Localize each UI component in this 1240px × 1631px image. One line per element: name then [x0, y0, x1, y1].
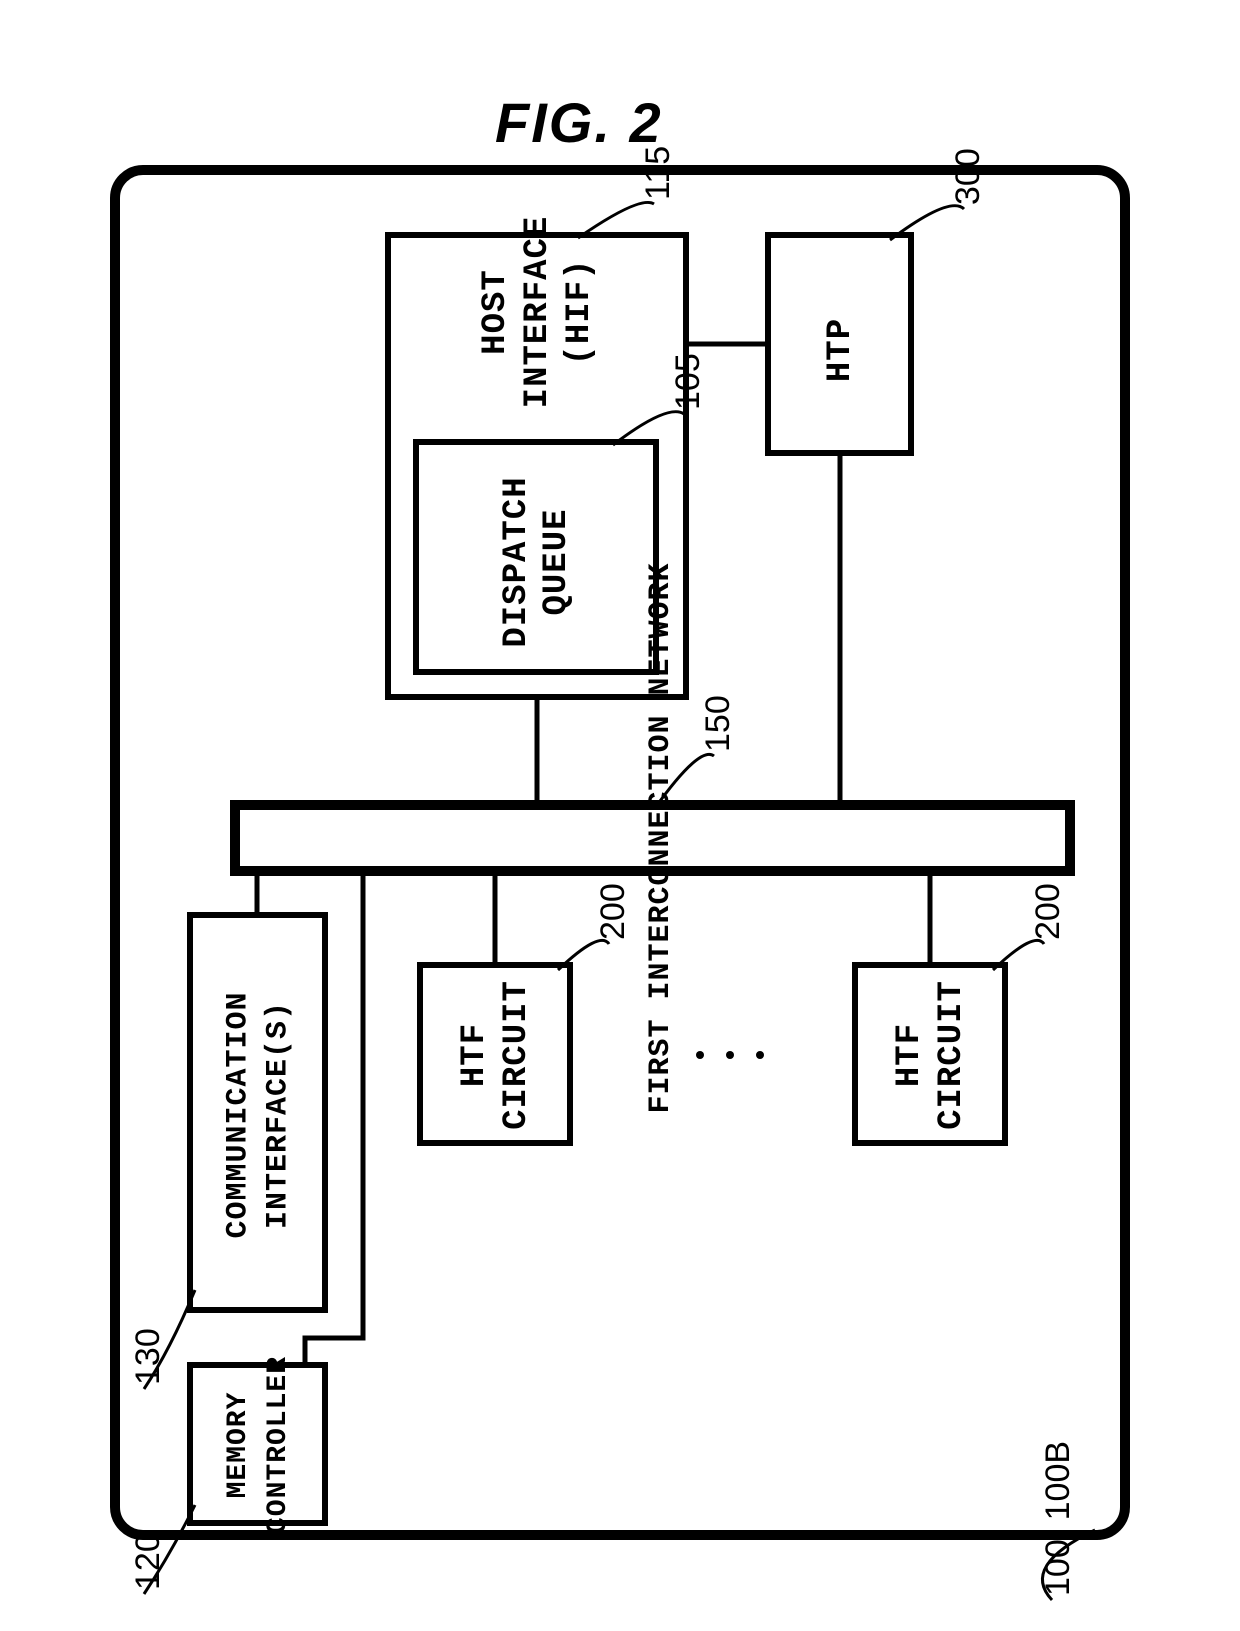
htf-circuit-label-1: CIRCUIT [498, 980, 536, 1130]
htf-circuit-refnum-1: 200 [594, 883, 632, 940]
htf-circuit-label-2: HTF [891, 1023, 929, 1087]
htf-circuit-label-1: HTF [456, 1023, 494, 1087]
dispatch-queue-label: QUEUE [538, 508, 576, 615]
mem-ctrl-label: MEMORY [223, 1392, 254, 1499]
hif-label: (HIF) [561, 258, 599, 365]
hif-refnum: 115 [639, 146, 677, 200]
htp-refnum: 300 [949, 148, 987, 205]
hif-label: HOST [477, 269, 515, 355]
ellipsis-dot [726, 1051, 734, 1059]
diagram-svg: HOSTINTERFACE(HIF) 115 DISPATCHQUEUE 105 HTP… [0, 0, 1240, 1631]
hif-label: INTERFACE [519, 216, 557, 409]
bus-label: FIRST INTERCONNECTION NETWORK [644, 562, 678, 1113]
dispatch-queue-refnum: 105 [669, 353, 707, 410]
mem-ctrl-refnum: 120 [129, 1533, 167, 1590]
comm-if-refnum: 130 [129, 1328, 167, 1385]
diagram-canvas: FIG. 2 HOSTINTERFACE(HIF)115DISPATCHQUEU… [0, 0, 1240, 1631]
comm-if-label: INTERFACE(S) [261, 1001, 295, 1229]
dispatch-queue-label: DISPATCH [498, 476, 536, 647]
ellipsis-dot [756, 1051, 764, 1059]
htf-circuit-label-2: CIRCUIT [933, 980, 971, 1130]
bus-refnum: 150 [699, 695, 737, 752]
outer-refnum: 100, 100B [1039, 1441, 1077, 1596]
comm-if-label: COMMUNICATION [221, 991, 255, 1238]
ellipsis-dot [696, 1051, 704, 1059]
mem-ctrl-label: CONTROLLER [263, 1356, 294, 1534]
htf-circuit-refnum-2: 200 [1029, 883, 1067, 940]
htp-label: HTP [822, 318, 860, 382]
